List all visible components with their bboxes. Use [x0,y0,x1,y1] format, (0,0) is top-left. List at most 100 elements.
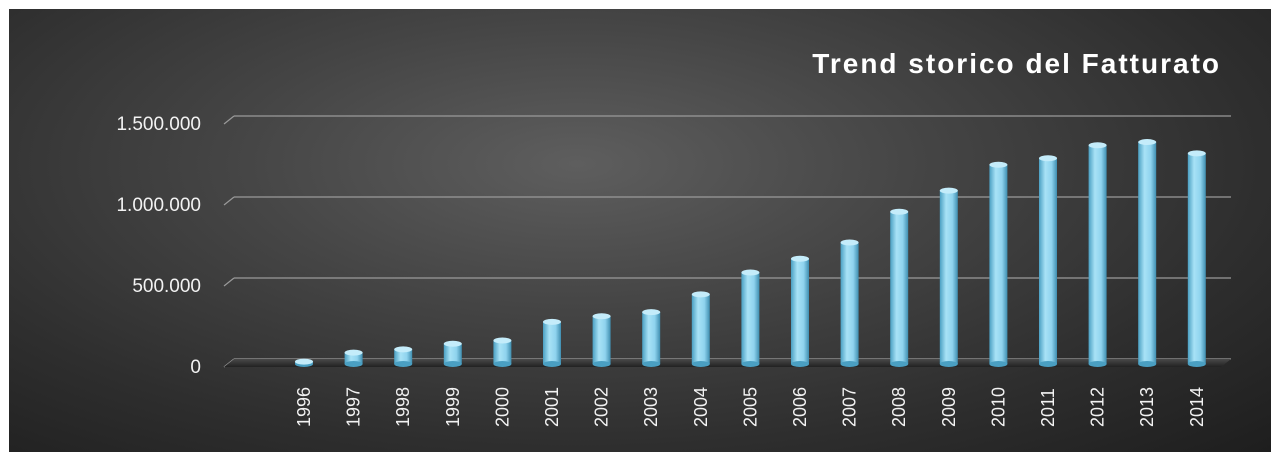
bar-body [1187,153,1206,364]
bar-top [592,313,611,320]
bar-body [840,242,859,364]
bar-top [1088,142,1107,149]
bar-base [592,361,611,367]
y-tick-label: 500.000 [132,276,201,297]
bar [1138,139,1157,367]
bar-top [939,187,958,194]
bar-body [443,343,462,364]
bar-base [493,361,512,367]
gridline-slant [223,115,235,125]
x-tick-label: 2007 [840,387,860,427]
x-tick-label: 1999 [443,387,463,427]
bar [939,187,958,367]
x-tick-label: 2004 [691,387,711,427]
bar [493,337,512,367]
chart-floor [224,359,1231,367]
bar-body [394,349,413,364]
bar [840,239,859,367]
chart-title: Trend storico del Fatturato [812,48,1221,79]
gridline-slant [223,277,235,287]
bar-base [642,361,661,367]
x-tick-label: 2002 [592,387,612,427]
bar [344,349,363,367]
bar [741,269,760,367]
bar [592,313,611,367]
bar-body [344,352,363,364]
bar-base [1088,361,1107,367]
x-axis-ticks: 1996 1997 1998 1999 2000 2001 2002 2003 2004 2005… [294,387,1207,427]
bar-top [890,208,909,215]
bar-base [840,361,859,367]
x-tick-label: 2011 [1038,388,1058,427]
bar-top [394,346,413,353]
x-tick-label: 2006 [790,387,810,427]
x-tick-label: 2008 [889,387,909,427]
x-tick-label: 2000 [492,387,512,427]
bars [295,139,1206,367]
y-tick-label: 1.500.000 [116,114,201,135]
bar-base [939,361,958,367]
x-tick-label: 1997 [344,387,364,427]
bar-body [890,211,909,364]
bar-base [741,361,760,367]
bar [890,208,909,367]
bar-body [791,258,809,364]
x-tick-label: 2010 [988,387,1008,427]
bar-top [543,318,561,325]
x-tick-label: 2005 [740,387,760,427]
bar-top [493,337,512,344]
bar-base [691,361,710,367]
bar [989,161,1008,367]
y-axis-ticks: 0 500.000 1.000.000 1.500.000 [116,114,201,378]
gridlines [223,115,1231,368]
gridline-slant [223,196,235,206]
bar-body [741,272,760,364]
bar-base [1039,361,1057,367]
bar-top [1187,150,1206,157]
bar-base [344,361,363,367]
y-tick-label: 1.000.000 [116,195,201,216]
bar-body [642,312,661,364]
y-tick-label: 0 [190,357,201,378]
bar-base [443,361,462,367]
bar [543,318,561,367]
bar-top [1138,139,1157,146]
bar-body [493,340,512,364]
bar [1187,150,1206,367]
bar-top [791,255,809,262]
bar-body [592,316,611,364]
bar [1039,155,1057,367]
bar-top [741,269,760,276]
chart-frame: Trend storico del Fatturato 0 500.000 1.00… [9,9,1271,452]
bar-top [443,340,462,347]
bar-top [642,309,661,316]
bar-top [344,349,363,356]
x-tick-label: 2001 [542,387,562,427]
x-tick-label: 1998 [393,387,413,427]
x-tick-label: 2012 [1088,387,1108,427]
bar-body [691,294,710,364]
bar-body [1138,142,1157,364]
bar-top [989,161,1008,168]
bar-top [1039,155,1057,162]
x-tick-label: 1996 [294,387,314,427]
bar [642,309,661,367]
bar-body [543,321,561,364]
bar-base [543,361,561,367]
bar-top [691,291,710,298]
bar-body [1088,145,1107,364]
x-tick-label: 2013 [1137,387,1157,427]
bar-base [1187,361,1206,367]
bar-body [939,190,958,364]
bar [791,255,809,367]
bar-base [1138,361,1157,367]
bar [443,340,462,367]
bar-top [840,239,859,246]
x-tick-label: 2003 [641,387,661,427]
bar [691,291,710,367]
bar [394,346,413,367]
chart-svg: Trend storico del Fatturato 0 500.000 1.00… [116,48,1231,427]
bar-base [890,361,909,367]
x-tick-label: 2014 [1187,387,1207,427]
bar-base [791,361,809,367]
